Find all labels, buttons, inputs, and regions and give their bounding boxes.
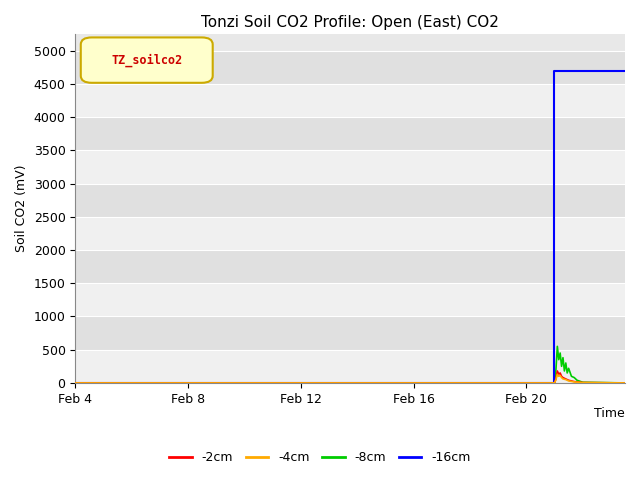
Bar: [76, 350, 625, 383]
Bar: [76, 183, 625, 217]
Bar: [76, 50, 625, 84]
Bar: [76, 150, 625, 183]
Bar: [76, 117, 625, 150]
Title: Tonzi Soil CO2 Profile: Open (East) CO2: Tonzi Soil CO2 Profile: Open (East) CO2: [201, 15, 499, 30]
Bar: [76, 84, 625, 117]
Bar: [76, 250, 625, 283]
Y-axis label: Soil CO2 (mV): Soil CO2 (mV): [15, 165, 28, 252]
Legend: -2cm, -4cm, -8cm, -16cm: -2cm, -4cm, -8cm, -16cm: [164, 446, 476, 469]
Bar: [76, 217, 625, 250]
FancyBboxPatch shape: [81, 37, 212, 83]
Text: Time: Time: [595, 408, 625, 420]
Bar: [76, 316, 625, 350]
Text: TZ_soilco2: TZ_soilco2: [111, 53, 182, 67]
Bar: [76, 283, 625, 316]
